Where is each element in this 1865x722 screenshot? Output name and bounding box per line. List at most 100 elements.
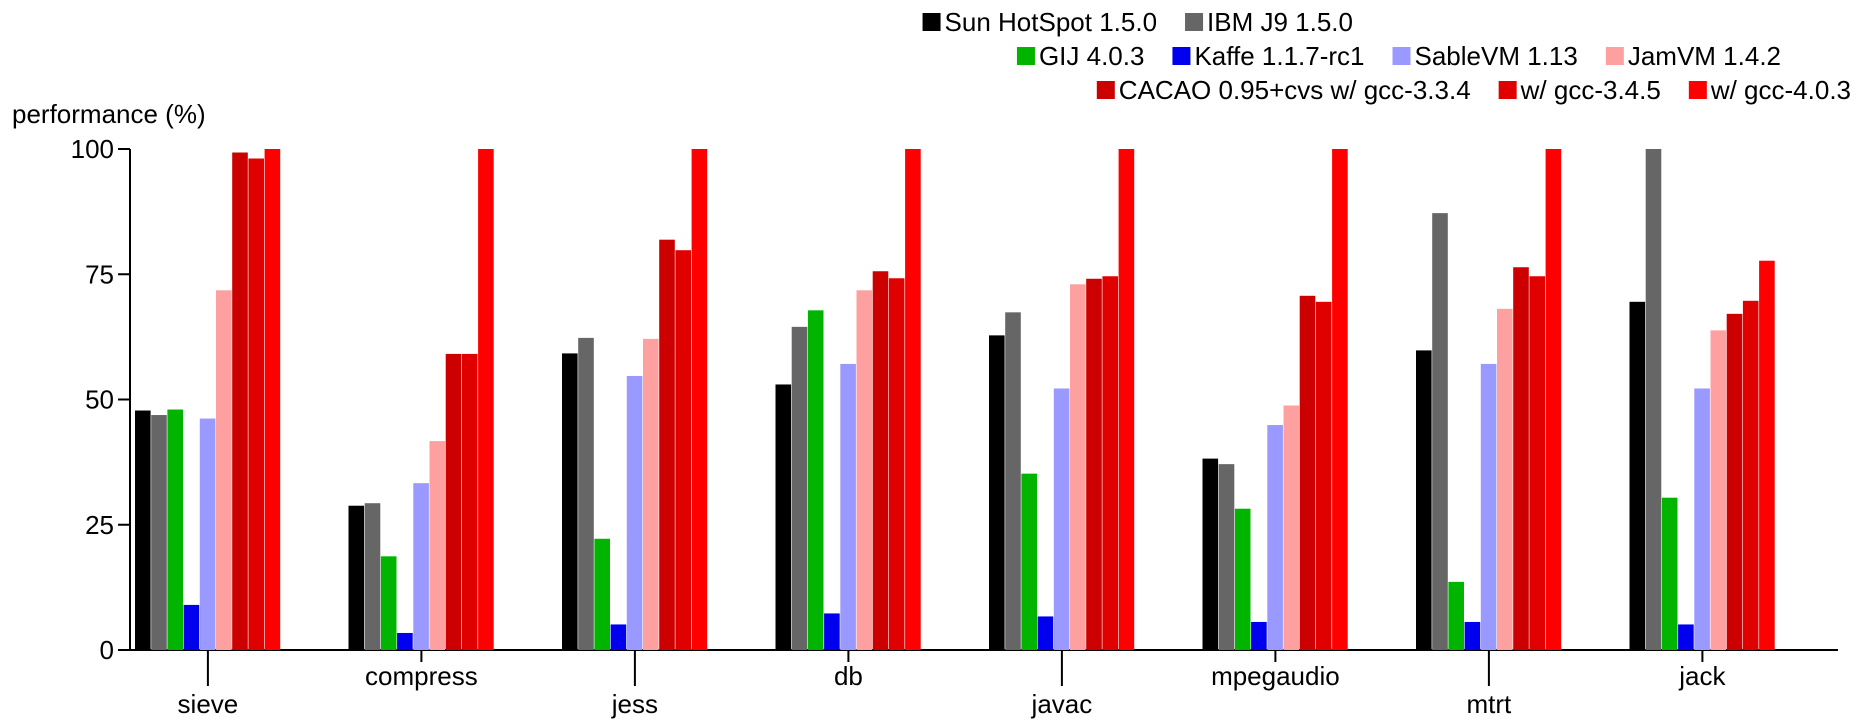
y-tick-label: 50 bbox=[85, 385, 114, 415]
legend: Sun HotSpot 1.5.0 IBM J9 1.5.0 GIJ 4.0.3 Ka… bbox=[922, 7, 1851, 105]
bar bbox=[856, 290, 873, 650]
bar bbox=[1645, 149, 1662, 650]
bar bbox=[691, 149, 708, 650]
bar bbox=[151, 415, 167, 650]
x-tick-label: mpegaudio bbox=[1211, 661, 1340, 691]
legend-swatch bbox=[1172, 47, 1191, 65]
legend-label: SableVM 1.13 bbox=[1415, 41, 1578, 71]
bar bbox=[1251, 621, 1267, 650]
legend-label: Sun HotSpot 1.5.0 bbox=[945, 7, 1157, 37]
bar bbox=[1694, 388, 1710, 650]
legend-swatch bbox=[1605, 47, 1624, 65]
bar bbox=[1661, 497, 1678, 650]
bar bbox=[264, 149, 281, 650]
bar bbox=[1759, 260, 1775, 650]
legend-label: w/ gcc-4.0.3 bbox=[1710, 75, 1851, 105]
legend-swatch bbox=[1016, 47, 1035, 65]
bar bbox=[413, 483, 429, 650]
bar bbox=[824, 613, 840, 650]
bar bbox=[1283, 405, 1300, 650]
bar bbox=[1102, 276, 1118, 650]
bar bbox=[478, 149, 494, 650]
bar bbox=[643, 338, 659, 650]
bar bbox=[807, 310, 824, 650]
bar bbox=[1529, 276, 1545, 650]
bar bbox=[1678, 624, 1694, 650]
bar bbox=[1497, 308, 1513, 650]
bar bbox=[1464, 621, 1481, 650]
bar bbox=[1545, 149, 1562, 650]
bar bbox=[578, 337, 594, 650]
legend-swatch bbox=[1185, 13, 1204, 31]
legend-swatch bbox=[922, 13, 941, 31]
y-axis: 0 25 50 75 100 bbox=[71, 134, 131, 665]
bar bbox=[445, 353, 462, 650]
y-tick-label: 75 bbox=[85, 259, 114, 289]
bar bbox=[183, 604, 200, 650]
bar bbox=[1118, 149, 1135, 650]
legend-swatch bbox=[1392, 47, 1411, 65]
bar bbox=[1053, 388, 1070, 650]
bar bbox=[135, 410, 151, 650]
bar bbox=[562, 353, 578, 650]
bar bbox=[1513, 267, 1529, 650]
x-tick-label: mtrt bbox=[1467, 689, 1513, 719]
bar bbox=[1218, 464, 1235, 650]
y-tick-label: 0 bbox=[100, 635, 114, 665]
legend-swatch bbox=[1498, 81, 1517, 99]
bar bbox=[1416, 350, 1432, 650]
bar bbox=[348, 505, 365, 650]
bar bbox=[1234, 508, 1251, 650]
bar bbox=[364, 503, 381, 650]
bar bbox=[1315, 301, 1332, 650]
bar bbox=[248, 158, 264, 651]
x-tick-label: jack bbox=[1678, 661, 1726, 691]
bar bbox=[1267, 425, 1283, 650]
legend-swatch bbox=[1096, 81, 1115, 99]
bar bbox=[1432, 213, 1448, 651]
y-tick-label: 100 bbox=[71, 134, 114, 164]
bar bbox=[1299, 295, 1316, 650]
bar bbox=[989, 335, 1005, 650]
bar bbox=[199, 418, 216, 650]
bar bbox=[594, 538, 610, 650]
bar bbox=[775, 384, 792, 650]
bar bbox=[1070, 284, 1086, 650]
bar bbox=[429, 441, 446, 650]
bar bbox=[1202, 458, 1219, 650]
bar bbox=[216, 290, 232, 650]
legend-label: Kaffe 1.1.7-rc1 bbox=[1194, 41, 1364, 71]
bar bbox=[461, 353, 478, 650]
legend-swatch bbox=[1688, 81, 1707, 99]
x-axis: sieve compress jess db javac mpegaudio mtrt jac… bbox=[130, 649, 1838, 719]
bar bbox=[1629, 301, 1646, 650]
bar bbox=[626, 375, 643, 650]
bars bbox=[135, 149, 1775, 651]
legend-label: JamVM 1.4.2 bbox=[1628, 41, 1781, 71]
x-tick-label: db bbox=[834, 661, 863, 691]
y-axis-label: performance (%) bbox=[12, 99, 206, 129]
x-tick-label: javac bbox=[1031, 689, 1093, 719]
bar bbox=[888, 278, 905, 650]
legend-label: GIJ 4.0.3 bbox=[1039, 41, 1145, 71]
bar bbox=[232, 152, 248, 650]
bar bbox=[1726, 313, 1743, 650]
bar bbox=[1448, 581, 1464, 650]
bar bbox=[905, 149, 921, 650]
bar bbox=[1710, 330, 1727, 650]
bar bbox=[1332, 149, 1348, 650]
bar bbox=[1742, 300, 1759, 650]
bar bbox=[610, 624, 627, 650]
bar bbox=[397, 632, 413, 650]
bar bbox=[380, 556, 397, 650]
bar bbox=[872, 271, 889, 650]
bar bbox=[791, 326, 808, 650]
bar bbox=[167, 409, 183, 650]
bar bbox=[675, 250, 691, 650]
bar bbox=[1037, 616, 1054, 650]
bar bbox=[1086, 278, 1102, 650]
legend-label: IBM J9 1.5.0 bbox=[1207, 7, 1353, 37]
x-tick-label: jess bbox=[611, 689, 658, 719]
bar bbox=[1005, 312, 1021, 650]
